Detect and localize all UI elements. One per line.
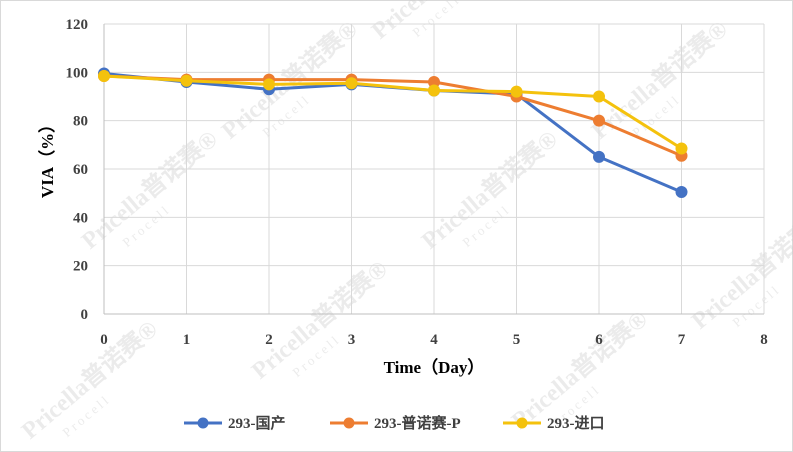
data-point — [98, 69, 110, 82]
x-tick-label: 7 — [678, 332, 686, 348]
y-tick-label: 20 — [73, 259, 88, 275]
data-point — [510, 85, 523, 98]
legend-swatch-marker — [516, 417, 528, 429]
watermark-layer: Pricella普诺赛®ProcellPricella普诺赛®ProcellPr… — [16, 0, 793, 445]
x-tick-label: 2 — [265, 332, 273, 348]
watermark: Pricella普诺赛®Procell — [76, 125, 223, 255]
series-2 — [98, 69, 688, 155]
y-axis-title: VIA（%） — [37, 116, 57, 198]
x-tick-label: 6 — [595, 332, 603, 348]
x-tick-label: 8 — [760, 332, 768, 348]
data-point — [428, 84, 440, 97]
series-line — [103, 74, 683, 158]
watermark: Pricella普诺赛®Procell — [366, 0, 513, 45]
data-point — [675, 185, 688, 198]
y-tick-label: 40 — [73, 210, 88, 226]
data-point — [593, 114, 605, 127]
y-tick-label: 60 — [73, 162, 88, 178]
x-tick-label: 5 — [513, 332, 521, 348]
data-point — [263, 78, 275, 91]
data-point — [593, 90, 605, 103]
y-tick-label: 120 — [66, 17, 89, 33]
legend-item: 293-普诺赛-P — [330, 414, 461, 432]
data-point — [675, 142, 688, 155]
legend: 293-国产 293-普诺赛-P 293-进口 — [184, 414, 605, 432]
y-tick-label: 100 — [66, 65, 89, 81]
legend-item: 293-进口 — [503, 415, 605, 432]
data-point — [593, 150, 605, 163]
watermark: Pricella普诺赛®Procell — [416, 125, 563, 255]
y-tick-labels: 0 20 40 60 80 100 120 — [66, 17, 89, 323]
x-tick-label: 0 — [100, 332, 108, 348]
x-tick-label: 1 — [183, 332, 191, 348]
gridlines — [104, 23, 765, 314]
legend-swatch-marker — [343, 417, 355, 429]
legend-label: 293-进口 — [547, 415, 605, 432]
legend-swatch-marker — [197, 417, 209, 429]
x-tick-label: 4 — [430, 332, 438, 348]
x-axis-title: Time（Day） — [384, 357, 485, 377]
legend-label: 293-普诺赛-P — [374, 414, 461, 432]
legend-item: 293-国产 — [184, 414, 286, 432]
series-layer — [98, 67, 688, 198]
x-tick-label: 3 — [348, 332, 356, 348]
y-tick-label: 0 — [81, 307, 89, 323]
watermark: Pricella普诺赛®Procell — [246, 255, 393, 385]
watermark-brand: Pricella普诺赛® — [16, 315, 163, 445]
x-tick-labels: 0 1 2 3 4 5 6 7 8 — [100, 332, 768, 348]
series-line — [103, 74, 683, 150]
watermark: Pricella普诺赛®Procell — [16, 315, 163, 445]
watermark-brand: Pricella普诺赛® — [76, 125, 223, 255]
y-tick-label: 80 — [73, 114, 88, 130]
watermark: Pricella普诺赛®Procell — [686, 205, 793, 335]
data-point — [180, 74, 193, 87]
data-point — [345, 77, 358, 90]
watermark-brand: Pricella普诺赛® — [416, 125, 563, 255]
watermark-brand: Pricella普诺赛® — [246, 255, 393, 385]
legend-label: 293-国产 — [228, 414, 286, 432]
